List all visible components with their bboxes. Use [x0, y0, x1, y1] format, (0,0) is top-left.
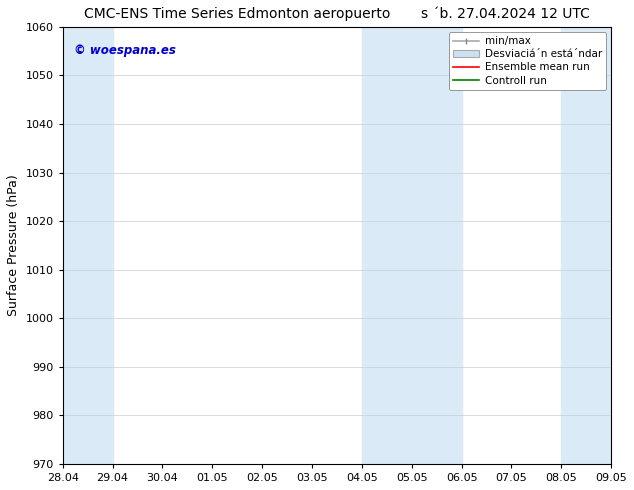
Text: © woespana.es: © woespana.es [74, 44, 176, 57]
Title: CMC-ENS Time Series Edmonton aeropuerto       s ´b. 27.04.2024 12 UTC: CMC-ENS Time Series Edmonton aeropuerto … [84, 7, 590, 22]
Y-axis label: Surface Pressure (hPa): Surface Pressure (hPa) [7, 174, 20, 316]
Bar [63, 27, 112, 464]
Legend: min/max, Desviaciá´n está´ndar, Ensemble mean run, Controll run: min/max, Desviaciá´n está´ndar, Ensemble… [449, 32, 606, 90]
Bar [362, 27, 462, 464]
Bar [561, 27, 611, 464]
